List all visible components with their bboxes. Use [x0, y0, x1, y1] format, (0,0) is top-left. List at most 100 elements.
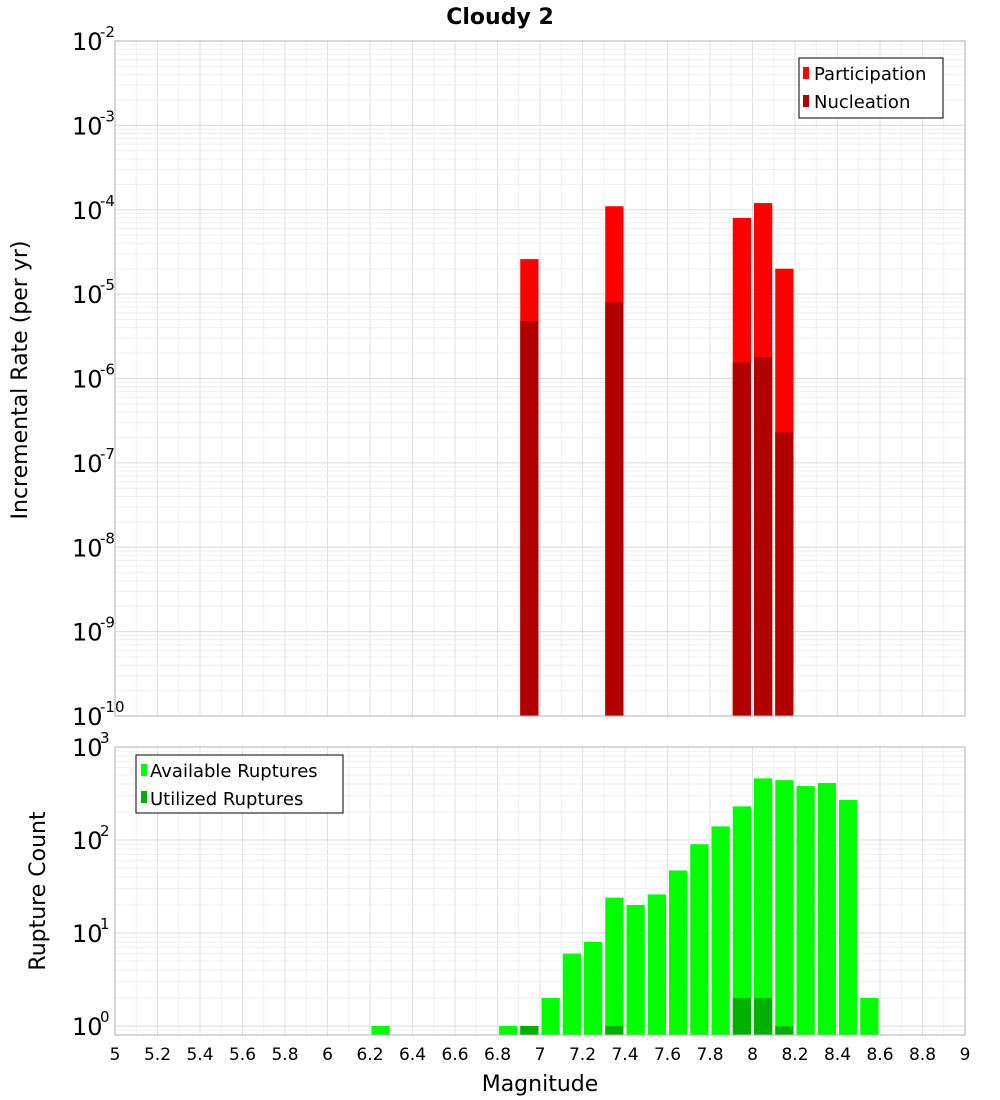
x-tick-label: 5.6	[229, 1045, 256, 1065]
legend-label-nucleation: Nucleation	[814, 92, 910, 113]
bar-utilized-ruptures	[754, 997, 773, 1035]
bar-nucleation	[732, 362, 751, 716]
bottom-plot-border	[114, 746, 966, 1036]
y-tick-base: 10	[72, 450, 103, 478]
top-legend-box	[798, 57, 944, 119]
x-tick-label: 7.2	[569, 1045, 596, 1065]
bottom-y-tick: 103	[72, 729, 110, 762]
x-tick-label: 6.2	[356, 1045, 383, 1065]
y-tick-exponent: 0	[100, 1008, 110, 1026]
top-legend: Participation Nucleation	[798, 57, 944, 119]
top-bars	[520, 203, 794, 716]
x-tick-labels: 5 5.2 5.4 5.6 5.8 6 6.2 6.4 6.6 6.8 7 7.2 7.4 7.6 7.8 8…	[110, 1045, 971, 1065]
x-tick-label: 5.4	[186, 1045, 213, 1065]
x-tick-label: 8.6	[866, 1045, 893, 1065]
bar-available-ruptures	[584, 942, 603, 1035]
bar-available-ruptures	[499, 1025, 518, 1035]
x-tick-label: 6.6	[441, 1045, 468, 1065]
y-tick-base: 10	[72, 28, 103, 56]
y-tick-exponent: 2	[100, 822, 110, 840]
x-tick-label: 5.2	[144, 1045, 171, 1065]
x-tick-label: 6.8	[484, 1045, 511, 1065]
x-tick-label: 7.4	[611, 1045, 638, 1065]
bar-available-ruptures	[860, 997, 879, 1035]
bar-nucleation	[605, 302, 624, 716]
bottom-bars	[371, 778, 879, 1035]
x-tick-label: 7	[535, 1045, 546, 1065]
legend-swatch-available	[141, 764, 147, 776]
bar-available-ruptures	[754, 778, 773, 1035]
y-tick-exponent: -8	[100, 529, 115, 547]
y-tick-exponent: -7	[100, 445, 115, 463]
bar-available-ruptures	[796, 786, 815, 1035]
top-y-tick: 10-7	[72, 445, 115, 478]
bar-available-ruptures	[690, 844, 709, 1035]
y-tick-exponent: -6	[100, 361, 115, 379]
legend-swatch-nucleation	[803, 95, 809, 107]
y-tick-base: 10	[72, 734, 103, 762]
bottom-legend: Available Ruptures Utilized Ruptures	[135, 754, 344, 814]
legend-label-participation: Participation	[814, 64, 926, 85]
y-tick-base: 10	[72, 827, 103, 855]
x-tick-label: 5	[110, 1045, 121, 1065]
bar-nucleation	[520, 321, 539, 716]
y-tick-exponent: -3	[100, 107, 115, 125]
bar-nucleation	[775, 432, 794, 716]
bar-available-ruptures	[711, 826, 730, 1035]
bar-available-ruptures	[817, 783, 836, 1035]
chart-title: Cloudy 2	[446, 5, 554, 30]
bar-available-ruptures	[775, 780, 794, 1035]
y-tick-exponent: 1	[100, 915, 110, 933]
x-tick-label: 6	[322, 1045, 333, 1065]
bar-available-ruptures	[541, 997, 560, 1035]
bar-available-ruptures	[732, 806, 751, 1035]
x-tick-label: 8	[747, 1045, 758, 1065]
bar-utilized-ruptures	[605, 1025, 624, 1035]
bottom-y-tick: 102	[72, 822, 110, 855]
bar-nucleation	[754, 356, 773, 716]
bar-available-ruptures	[669, 870, 688, 1035]
legend-label-utilized: Utilized Ruptures	[150, 789, 303, 810]
legend-label-available: Available Ruptures	[150, 761, 318, 782]
bottom-y-tick: 101	[72, 915, 110, 948]
top-y-tick: 10-5	[72, 276, 115, 309]
y-tick-exponent: -4	[100, 192, 115, 210]
bar-available-ruptures	[626, 904, 645, 1035]
y-tick-base: 10	[72, 197, 103, 225]
top-y-tick: 10-3	[72, 107, 115, 140]
y-tick-base: 10	[72, 619, 103, 647]
x-tick-label: 8.4	[824, 1045, 851, 1065]
y-tick-exponent: -2	[100, 23, 115, 41]
bar-available-ruptures	[839, 799, 858, 1035]
y-tick-exponent: -9	[100, 614, 115, 632]
y-tick-exponent: 3	[100, 729, 110, 747]
top-gridlines	[114, 40, 966, 717]
x-tick-label: 6.4	[399, 1045, 426, 1065]
y-tick-base: 10	[72, 534, 103, 562]
top-plot-border	[114, 40, 966, 717]
y-tick-base: 10	[72, 703, 103, 731]
top-y-tick: 10-4	[72, 192, 115, 225]
y-tick-base: 10	[72, 112, 103, 140]
y-tick-exponent: -5	[100, 276, 115, 294]
top-y-tick: 10-10	[72, 698, 125, 731]
x-tick-label: 9	[960, 1045, 971, 1065]
bar-utilized-ruptures	[732, 997, 751, 1035]
y-tick-base: 10	[72, 1013, 103, 1041]
bottom-legend-box	[135, 754, 344, 814]
y-tick-base: 10	[72, 920, 103, 948]
x-tick-label: 7.6	[654, 1045, 681, 1065]
y-tick-base: 10	[72, 281, 103, 309]
bar-available-ruptures	[371, 1025, 390, 1035]
bar-available-ruptures	[562, 953, 581, 1035]
top-y-axis-label: Incremental Rate (per yr)	[8, 241, 33, 520]
x-axis-label: Magnitude	[482, 1072, 599, 1097]
top-y-tick: 10-8	[72, 529, 115, 562]
x-tick-label: 5.8	[271, 1045, 298, 1065]
bar-utilized-ruptures	[775, 1025, 794, 1035]
top-y-tick: 10-9	[72, 614, 115, 647]
